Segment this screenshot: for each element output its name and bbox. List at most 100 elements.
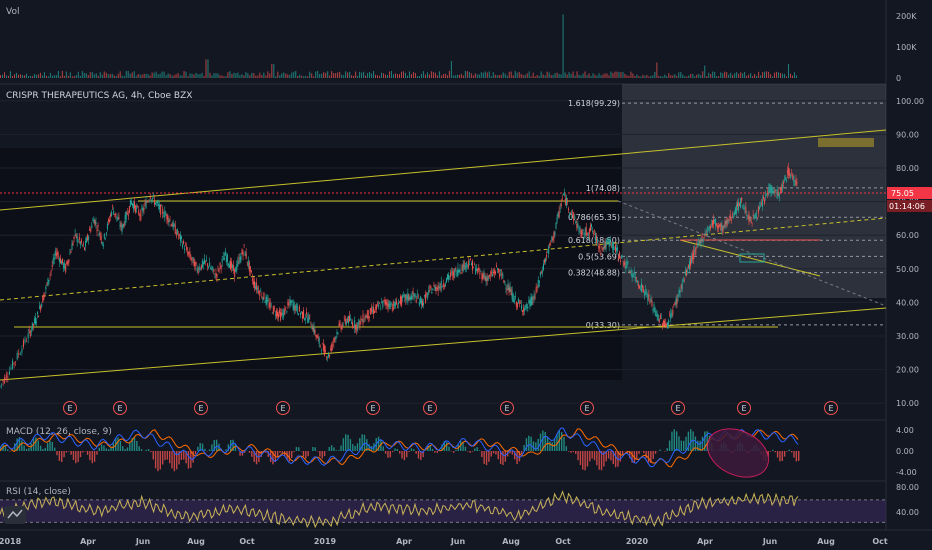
macd-histogram-bar xyxy=(516,451,518,465)
candle-body xyxy=(107,219,109,222)
candle-body xyxy=(532,298,534,300)
candle-body xyxy=(169,219,171,221)
volume-bar xyxy=(159,73,161,78)
candle-body xyxy=(327,356,329,358)
earnings-marker-label: E xyxy=(504,404,509,413)
candle-body xyxy=(499,274,501,278)
volume-bar xyxy=(712,71,714,78)
volume-bar xyxy=(323,72,325,78)
price-axis[interactable]: 10.0020.0030.0040.0050.0060.0070.0080.00… xyxy=(896,12,924,517)
volume-bar xyxy=(482,72,484,78)
candle-body xyxy=(428,289,430,294)
price-tick-label: 40.00 xyxy=(896,298,919,307)
candle-body xyxy=(268,303,270,308)
candle-body xyxy=(127,214,129,216)
time-axis[interactable]: 2018 Apr Jun Aug Oct 2019 Apr Jun Aug Oct 2020 Apr J… xyxy=(0,537,888,546)
macd-histogram-bar xyxy=(422,451,424,458)
volume-bar xyxy=(620,72,622,78)
candle-body xyxy=(751,223,753,224)
volume-bar xyxy=(91,72,93,78)
candle-body xyxy=(679,290,681,293)
candle-body xyxy=(128,206,130,213)
volume-bar xyxy=(289,74,291,78)
candle-body xyxy=(460,272,462,274)
candle-body xyxy=(725,221,727,224)
macd-histogram-bar xyxy=(631,451,633,463)
macd-histogram-bar xyxy=(495,451,497,455)
volume-bar xyxy=(438,71,440,78)
volume-bar xyxy=(454,75,456,78)
volume-bar xyxy=(586,75,588,78)
candle-body xyxy=(258,289,260,294)
volume-bar xyxy=(241,74,243,78)
candle-body xyxy=(421,300,423,307)
candle-body xyxy=(469,258,471,260)
candle-body xyxy=(292,303,294,310)
candle-body xyxy=(651,300,653,307)
candle-body xyxy=(427,293,429,299)
volume-bar xyxy=(43,72,45,78)
macd-histogram-bar xyxy=(776,451,779,458)
candle-body xyxy=(381,301,383,303)
time-tick-label: 2018 xyxy=(0,537,22,546)
candle-body xyxy=(733,211,735,215)
macd-histogram-bar xyxy=(584,451,586,471)
macd-histogram-bar xyxy=(319,451,321,457)
candle-body xyxy=(300,311,302,313)
volume-bar xyxy=(337,72,339,78)
candle-body xyxy=(780,186,782,193)
volume-bar xyxy=(139,74,141,78)
earnings-marker-circle xyxy=(194,401,208,415)
candle-body xyxy=(524,307,526,312)
volume-bar xyxy=(205,59,207,78)
candle-body xyxy=(171,225,173,227)
macd-histogram-bar xyxy=(436,451,438,453)
candle-body xyxy=(345,320,347,325)
volume-bar xyxy=(265,75,267,78)
candle-body xyxy=(696,243,698,244)
volume-bar xyxy=(213,73,215,78)
candle-body xyxy=(13,362,15,365)
volume-bar xyxy=(572,71,574,78)
macd-histogram-bar xyxy=(659,449,661,451)
volume-bar xyxy=(768,71,770,78)
candle-body xyxy=(673,304,675,306)
candle-body xyxy=(263,292,265,300)
candle-body xyxy=(586,233,588,236)
candle-body xyxy=(241,249,243,255)
candle-body xyxy=(775,189,777,191)
volume-bar xyxy=(197,74,199,78)
candle-body xyxy=(329,354,331,357)
fib-level-label: 1(74.08) xyxy=(586,184,620,193)
candle-body xyxy=(699,239,701,243)
macd-histogram-bar xyxy=(117,437,119,451)
candle-body xyxy=(287,301,289,306)
macd-histogram-bar xyxy=(553,438,556,451)
macd-histogram-bar xyxy=(434,451,436,453)
volume-bar xyxy=(462,75,464,78)
candle-body xyxy=(135,205,137,213)
earnings-marker-circle xyxy=(276,401,290,415)
candle-body xyxy=(509,286,511,292)
time-tick-label: Aug xyxy=(817,537,835,546)
time-tick-label: Oct xyxy=(872,537,888,546)
rsi-line xyxy=(0,490,799,529)
volume-bar xyxy=(480,72,482,78)
candle-body xyxy=(179,234,181,242)
macd-histogram-bar xyxy=(511,451,514,455)
volume-bar xyxy=(277,71,279,78)
macd-histogram-bar xyxy=(476,447,478,451)
macd-histogram-bar xyxy=(401,451,403,459)
volume-bar xyxy=(253,73,255,78)
candle-body xyxy=(713,219,715,224)
macd-histogram-bar xyxy=(133,437,136,451)
volume-bar xyxy=(23,75,25,78)
candle-body xyxy=(316,335,318,339)
volume-bar xyxy=(406,75,408,78)
candle-body xyxy=(257,287,259,290)
volume-bar xyxy=(616,71,618,78)
volume-bar xyxy=(133,71,135,78)
volume-bar xyxy=(37,74,39,78)
volume-bar xyxy=(618,71,620,78)
